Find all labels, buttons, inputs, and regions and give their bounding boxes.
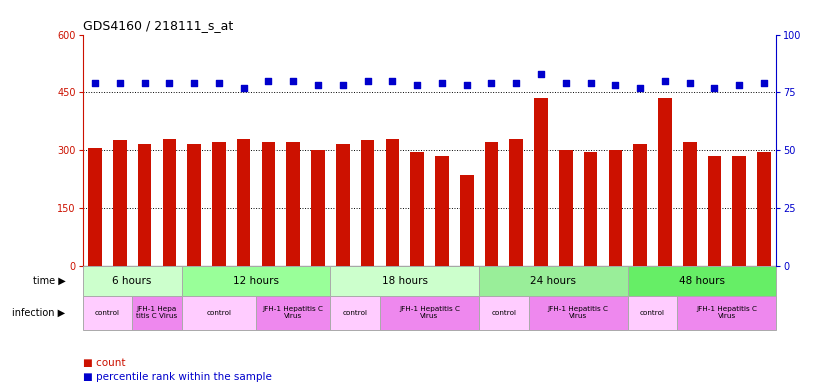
Text: control: control [343, 310, 368, 316]
Bar [733, 156, 746, 266]
Bar [336, 144, 349, 266]
Bar [411, 152, 424, 266]
Bar [510, 139, 523, 266]
Point [708, 84, 721, 91]
Point [510, 80, 523, 86]
Bar [83, 266, 182, 296]
Bar [386, 139, 399, 266]
Bar [237, 139, 250, 266]
Text: control: control [640, 310, 665, 316]
Text: JFH-1 Hepatitis C
Virus: JFH-1 Hepatitis C Virus [399, 306, 460, 319]
Text: JFH-1 Hepatitis C
Virus: JFH-1 Hepatitis C Virus [548, 306, 609, 319]
Point [609, 82, 622, 88]
Point [386, 78, 399, 84]
Bar [256, 296, 330, 330]
Point [534, 71, 548, 77]
Bar [435, 156, 449, 266]
Point [88, 80, 102, 86]
Text: 6 hours: 6 hours [112, 276, 152, 286]
Bar [479, 296, 529, 330]
Text: JFH-1 Hepa
titis C Virus: JFH-1 Hepa titis C Virus [136, 306, 178, 319]
Bar [628, 296, 677, 330]
Point [237, 84, 250, 91]
Point [287, 78, 300, 84]
Point [411, 82, 424, 88]
Point [757, 80, 771, 86]
Point [584, 80, 597, 86]
Bar [361, 141, 374, 266]
Bar [485, 142, 498, 266]
Bar [83, 296, 132, 330]
Point [361, 78, 374, 84]
Text: control: control [206, 310, 231, 316]
Point [113, 80, 126, 86]
Bar [634, 144, 647, 266]
Text: JFH-1 Hepatitis C
Virus: JFH-1 Hepatitis C Virus [263, 306, 324, 319]
Bar [330, 266, 479, 296]
Text: infection ▶: infection ▶ [12, 308, 65, 318]
Bar [311, 150, 325, 266]
Point [188, 80, 201, 86]
Bar [182, 266, 330, 296]
Text: 48 hours: 48 hours [679, 276, 725, 286]
Bar [559, 150, 572, 266]
Point [683, 80, 696, 86]
Point [733, 82, 746, 88]
Bar [287, 142, 300, 266]
Text: GDS4160 / 218111_s_at: GDS4160 / 218111_s_at [83, 19, 233, 32]
Text: control: control [95, 310, 120, 316]
Text: 18 hours: 18 hours [382, 276, 428, 286]
Bar [212, 142, 225, 266]
Bar [182, 296, 256, 330]
Bar [534, 98, 548, 266]
Point [634, 84, 647, 91]
Text: JFH-1 Hepatitis C
Virus: JFH-1 Hepatitis C Virus [696, 306, 757, 319]
Bar [460, 175, 473, 266]
Bar [677, 296, 776, 330]
Bar [113, 141, 126, 266]
Point [435, 80, 449, 86]
Bar [658, 98, 672, 266]
Bar [138, 144, 151, 266]
Point [212, 80, 225, 86]
Point [460, 82, 473, 88]
Bar [330, 296, 380, 330]
Bar [163, 139, 176, 266]
Bar [757, 152, 771, 266]
Bar [584, 152, 597, 266]
Point [658, 78, 672, 84]
Bar [609, 150, 622, 266]
Text: 24 hours: 24 hours [530, 276, 577, 286]
Bar [479, 266, 628, 296]
Bar [380, 296, 479, 330]
Text: ■ percentile rank within the sample: ■ percentile rank within the sample [83, 372, 272, 382]
Point [138, 80, 151, 86]
Text: control: control [491, 310, 516, 316]
Text: 12 hours: 12 hours [233, 276, 279, 286]
Bar [188, 144, 201, 266]
Text: time ▶: time ▶ [32, 276, 65, 286]
Point [311, 82, 325, 88]
Point [262, 78, 275, 84]
Bar [132, 296, 182, 330]
Point [163, 80, 176, 86]
Bar [683, 142, 696, 266]
Bar [628, 266, 776, 296]
Text: ■ count: ■ count [83, 358, 125, 368]
Bar [708, 156, 721, 266]
Point [336, 82, 349, 88]
Bar [262, 142, 275, 266]
Bar [529, 296, 628, 330]
Point [559, 80, 572, 86]
Point [485, 80, 498, 86]
Bar [88, 148, 102, 266]
